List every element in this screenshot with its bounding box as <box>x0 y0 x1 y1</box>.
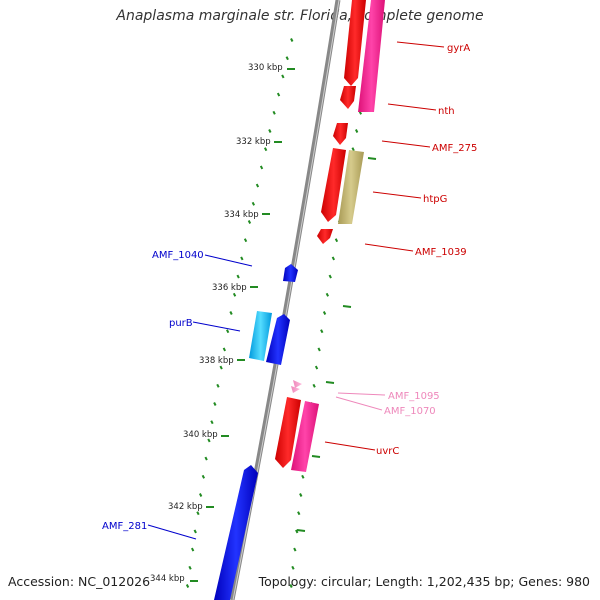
genome-summary-text: Topology: circular; Length: 1,202,435 bp… <box>258 574 590 589</box>
gene-label-gyrA[interactable]: gyrA <box>447 43 470 54</box>
gene-label-purB[interactable]: purB <box>169 318 193 329</box>
track-dot <box>355 129 359 133</box>
tick-342: 342 kbp <box>168 502 214 512</box>
track-dot <box>204 456 208 461</box>
track-dot <box>301 474 305 479</box>
tick-label: 344 kbp <box>150 574 185 584</box>
track-dot <box>281 74 285 79</box>
track-dot <box>199 493 203 497</box>
track-dot <box>229 311 233 315</box>
track-dot <box>317 347 321 352</box>
track-dot <box>191 547 195 552</box>
map-title: Anaplasma marginale str. Florida, comple… <box>116 8 484 24</box>
gene-AMF_1039[interactable] <box>317 229 333 244</box>
track-dot <box>331 256 335 261</box>
gene-gyrA[interactable] <box>344 0 385 112</box>
gene-label-AMF_1070[interactable]: AMF_1070 <box>384 406 436 417</box>
tick-label: 330 kbp <box>248 63 283 73</box>
track-dot <box>285 56 289 61</box>
track-dot <box>314 365 319 370</box>
gene-AMF_1095[interactable] <box>293 380 302 388</box>
forward-leaders <box>324 41 445 451</box>
track-dot <box>334 238 339 243</box>
track-dot <box>219 365 223 370</box>
gene-label-AMF_281[interactable]: AMF_281 <box>102 521 147 532</box>
tick-330: 330 kbp <box>248 63 295 73</box>
gene-AMF_281[interactable] <box>214 465 258 600</box>
inner-tick-track <box>185 38 294 588</box>
track-dot <box>276 92 281 97</box>
track-dot <box>289 584 293 588</box>
track-dot <box>328 274 332 279</box>
track-dot <box>251 201 255 206</box>
gene-purB[interactable] <box>249 311 290 365</box>
track-dot <box>322 311 327 315</box>
tick-340: 340 kbp <box>183 430 229 440</box>
tick-label: 340 kbp <box>183 430 218 440</box>
pink-leaders <box>335 392 386 411</box>
tick-label: 334 kbp <box>224 210 259 220</box>
track-dot <box>232 292 237 297</box>
track-dot <box>312 383 316 388</box>
reverse-leaders <box>147 254 253 540</box>
gene-nth[interactable] <box>340 86 356 109</box>
gene-label-AMF_1095[interactable]: AMF_1095 <box>388 391 440 402</box>
gene-AMF_275[interactable] <box>333 123 348 145</box>
track-dot <box>196 511 200 516</box>
gene-label-nth[interactable]: nth <box>438 106 455 117</box>
tick-label: 338 kbp <box>199 356 234 366</box>
tick-334: 334 kbp <box>224 210 270 220</box>
tick-338: 338 kbp <box>199 356 245 366</box>
track-dot <box>210 420 214 425</box>
gene-AMF_1070[interactable] <box>291 386 300 393</box>
gene-AMF_1040[interactable] <box>283 264 298 282</box>
track-dot <box>185 584 190 588</box>
gene-uvrC[interactable] <box>275 397 319 472</box>
track-dot <box>201 474 205 479</box>
track-dot <box>216 383 220 388</box>
outer-tick-marks <box>296 157 377 532</box>
tick-332: 332 kbp <box>236 137 282 147</box>
track-dot <box>226 329 230 334</box>
track-dot <box>290 38 294 42</box>
track-dot <box>193 529 197 534</box>
track-dot <box>291 565 295 570</box>
gene-label-htpG[interactable]: htpG <box>423 194 447 205</box>
track-dot <box>255 183 260 188</box>
outer-tick-track <box>289 38 377 588</box>
gene-label-AMF_1039[interactable]: AMF_1039 <box>415 247 467 258</box>
tick-label: 336 kbp <box>212 283 247 293</box>
track-dot <box>188 565 192 570</box>
track-dot <box>325 292 329 297</box>
track-dot <box>264 147 268 152</box>
track-dot <box>320 329 324 334</box>
track-dot <box>293 547 297 552</box>
gene-label-AMF_275[interactable]: AMF_275 <box>432 143 477 154</box>
track-dot <box>236 274 240 279</box>
gene-label-uvrC[interactable]: uvrC <box>376 446 399 457</box>
track-dot <box>243 238 248 243</box>
tick-label: 342 kbp <box>168 502 203 512</box>
gene-htpG[interactable] <box>321 148 364 224</box>
track-dot <box>222 347 226 352</box>
accession-text: Accession: NC_012026 <box>8 574 151 589</box>
track-dot <box>299 493 303 497</box>
gene-label-AMF_1040[interactable]: AMF_1040 <box>152 250 204 261</box>
tick-344: 344 kbp <box>150 574 198 584</box>
track-dot <box>297 511 301 516</box>
track-dot <box>247 220 252 224</box>
track-dot <box>259 165 264 170</box>
track-dot <box>268 129 272 133</box>
track-dot <box>240 256 244 261</box>
tick-label: 332 kbp <box>236 137 271 147</box>
track-dot <box>207 438 211 443</box>
track-dot <box>351 147 355 152</box>
track-dot <box>213 402 217 406</box>
track-dot <box>272 110 276 115</box>
track-dot <box>295 529 299 534</box>
tick-336: 336 kbp <box>212 283 258 293</box>
